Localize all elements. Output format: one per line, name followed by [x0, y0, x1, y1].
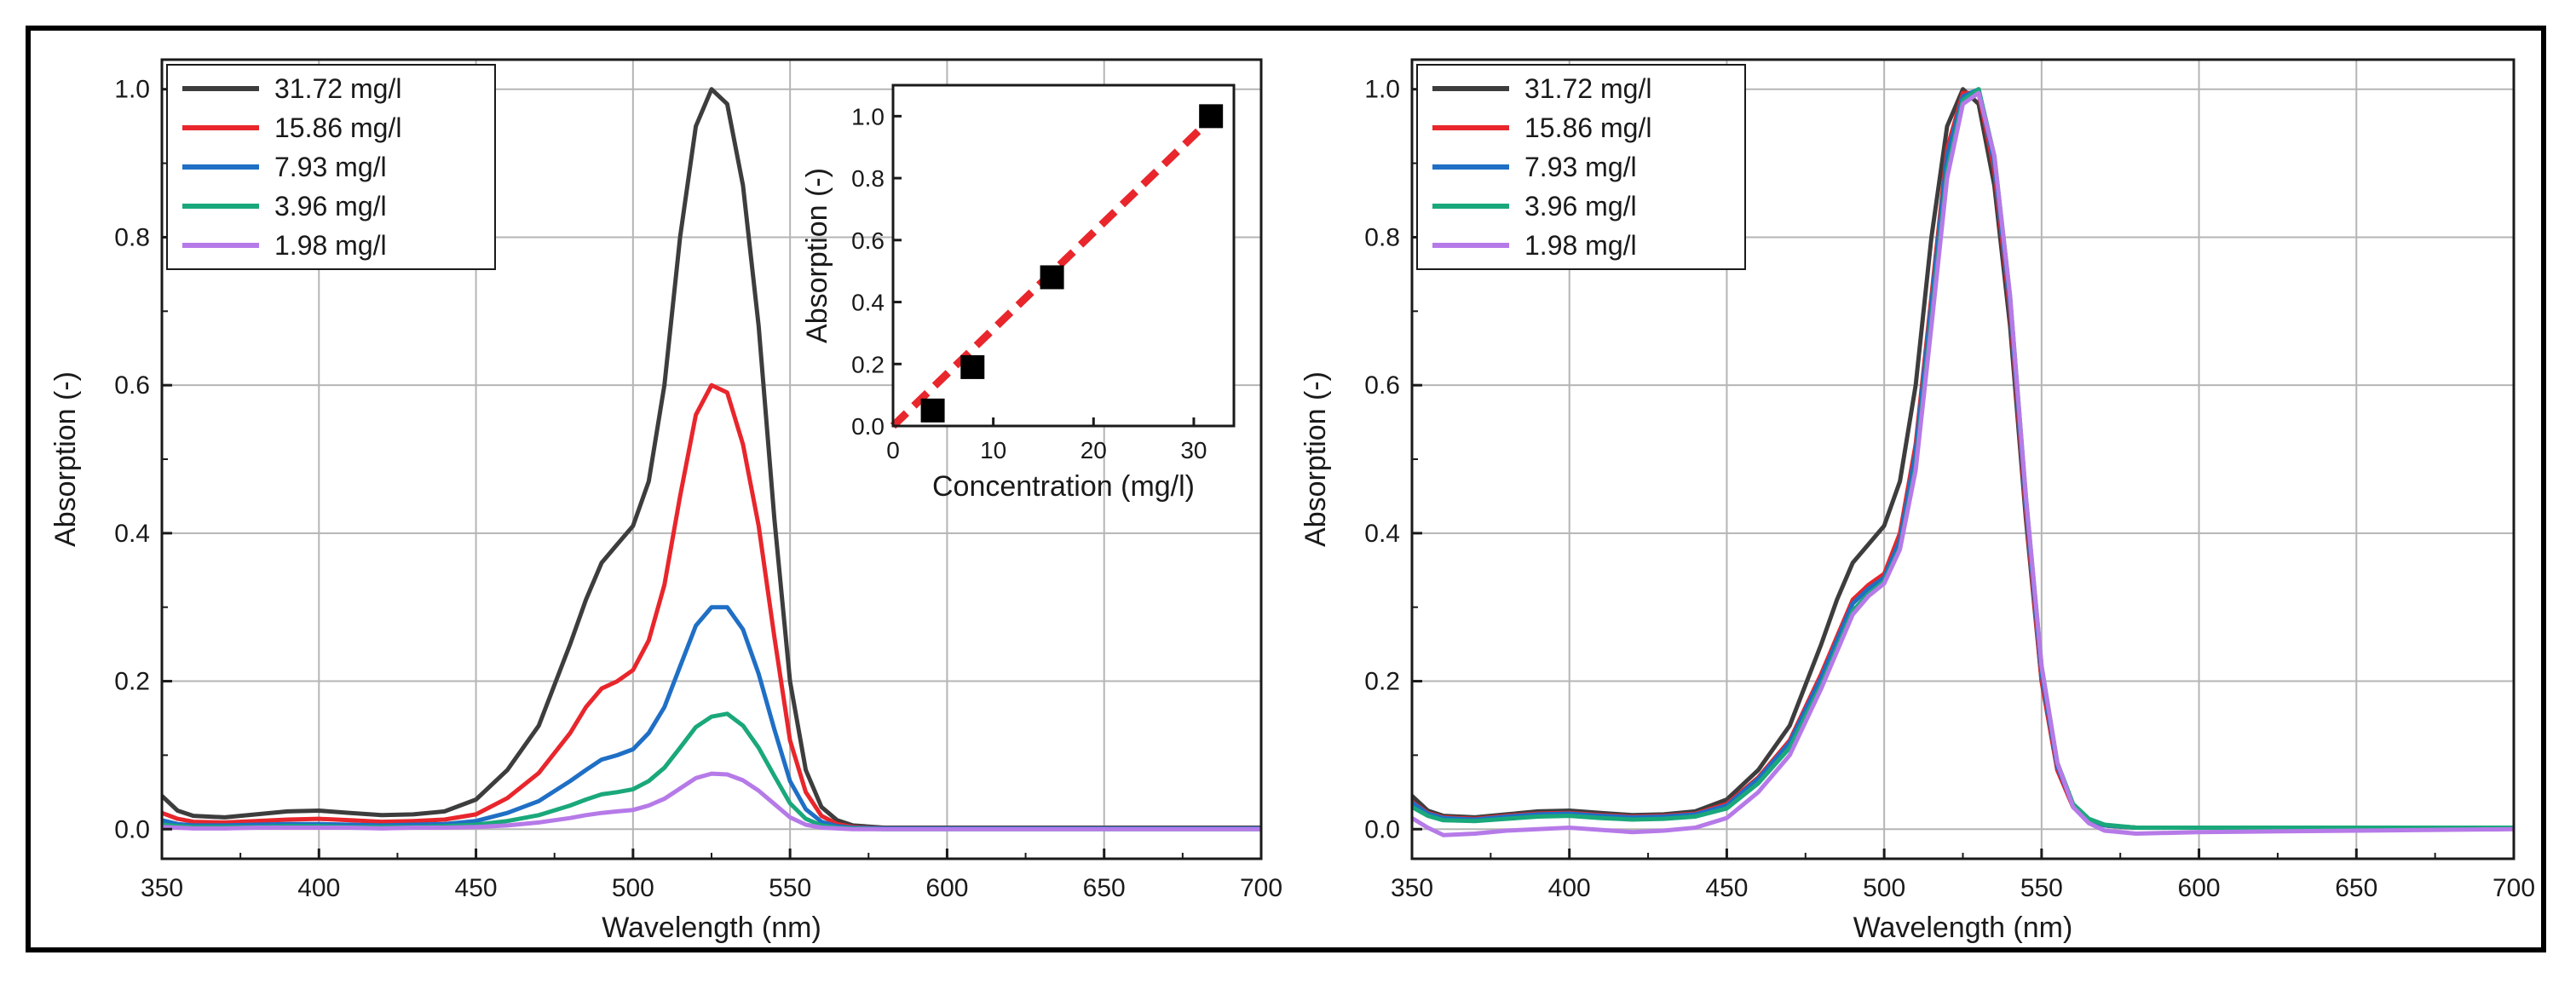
inset-x-tick-label: 10: [980, 437, 1006, 463]
inset-frame: [891, 83, 1236, 428]
x-tick-label: 550: [769, 874, 811, 902]
x-tick-label: 650: [1083, 874, 1126, 902]
x-tick-label: 700: [2492, 874, 2535, 902]
y-tick-label: 0.8: [114, 223, 150, 251]
inset-y-tick-label: 1.0: [851, 103, 885, 129]
legend-label: 7.93 mg/l: [274, 152, 387, 182]
y-tick-label: 0.2: [114, 668, 150, 696]
panel-left: 350 400 450 500 550 600 650 700 0.0 0.2 0.4 0.6 0.8 1…: [49, 58, 1282, 944]
x-tick-label: 600: [925, 874, 968, 902]
data-point: [1199, 104, 1224, 129]
y-axis-label: Absorption (-): [49, 371, 82, 547]
y-tick-label: 0.4: [1364, 520, 1400, 548]
x-tick-label: 350: [1391, 874, 1433, 902]
data-point: [920, 398, 945, 423]
x-tick-label: 450: [455, 874, 498, 902]
inset-x-axis-label: Concentration (mg/l): [932, 470, 1195, 503]
y-axis-label: Absorption (-): [1300, 371, 1332, 547]
legend-label: 1.98 mg/l: [274, 230, 387, 261]
legend-label: 15.86 mg/l: [1524, 112, 1651, 143]
y-tick-label: 0.6: [114, 371, 150, 400]
x-tick-label: 350: [141, 874, 183, 902]
y-tick-label: 0.6: [1364, 371, 1400, 400]
inset-y-axis-label: Absorption (-): [801, 168, 833, 343]
legend: 31.72 mg/l 15.86 mg/l 7.93 mg/l 3.96 mg/l 1.…: [166, 64, 496, 270]
x-axis-label: Wavelength (nm): [1853, 912, 2073, 944]
inset-x-tick-label: 0: [886, 437, 900, 463]
inset-y-tick-label: 0.8: [851, 165, 885, 192]
y-tick-label: 0.4: [114, 520, 150, 548]
y-tick-label: 0.8: [1364, 223, 1400, 251]
series-line-4: [1410, 90, 2515, 837]
inset-x-tick-label: 20: [1081, 437, 1107, 463]
inset-y-tick-label: 0.6: [851, 227, 885, 254]
x-tick-label: 400: [297, 874, 340, 902]
panel-right: 350 400 450 500 550 600 650 700 0.0 0.2 0.4 0.6 0.8 1…: [1300, 58, 2535, 944]
y-tick-label: 0.0: [114, 815, 150, 843]
y-tick-label: 1.0: [114, 76, 150, 104]
x-tick-label: 650: [2335, 874, 2377, 902]
legend-label: 31.72 mg/l: [1524, 73, 1651, 104]
x-tick-label: 400: [1548, 874, 1591, 902]
data-point: [960, 354, 985, 379]
x-tick-label: 500: [1863, 874, 1905, 902]
legend-label: 3.96 mg/l: [274, 191, 387, 222]
legend-label: 1.98 mg/l: [1524, 230, 1637, 261]
legend: 31.72 mg/l 15.86 mg/l 7.93 mg/l 3.96 mg/l 1.…: [1416, 64, 1746, 270]
series-line-2: [161, 605, 1261, 831]
x-tick-label: 550: [2020, 874, 2063, 902]
legend-label: 3.96 mg/l: [1524, 191, 1637, 222]
y-tick-label: 0.0: [1364, 815, 1400, 843]
series-line-1: [161, 383, 1261, 831]
inset-y-tick-label: 0.0: [851, 413, 885, 440]
inset-y-tick-label: 0.2: [851, 351, 885, 377]
fit-line: [890, 113, 1217, 429]
inset-x-tick-label: 30: [1180, 437, 1207, 463]
panel-inset: 0 10 20 30 0.0 0.2 0.4 0.6 0.8 1.0 Concentration (…: [801, 83, 1236, 503]
x-tick-label: 600: [2178, 874, 2221, 902]
y-tick-label: 1.0: [1364, 76, 1400, 104]
y-tick-label: 0.2: [1364, 668, 1400, 696]
series-line-0: [160, 87, 1261, 830]
x-tick-label: 500: [612, 874, 654, 902]
series-line-4: [161, 771, 1261, 832]
legend-label: 7.93 mg/l: [1524, 152, 1637, 182]
legend-label: 31.72 mg/l: [274, 73, 401, 104]
x-tick-label: 450: [1705, 874, 1748, 902]
data-point: [1040, 265, 1064, 290]
legend-label: 15.86 mg/l: [274, 112, 401, 143]
inset-y-tick-label: 0.4: [851, 290, 885, 316]
x-axis-label: Wavelength (nm): [602, 912, 821, 944]
x-tick-label: 700: [1240, 874, 1282, 902]
